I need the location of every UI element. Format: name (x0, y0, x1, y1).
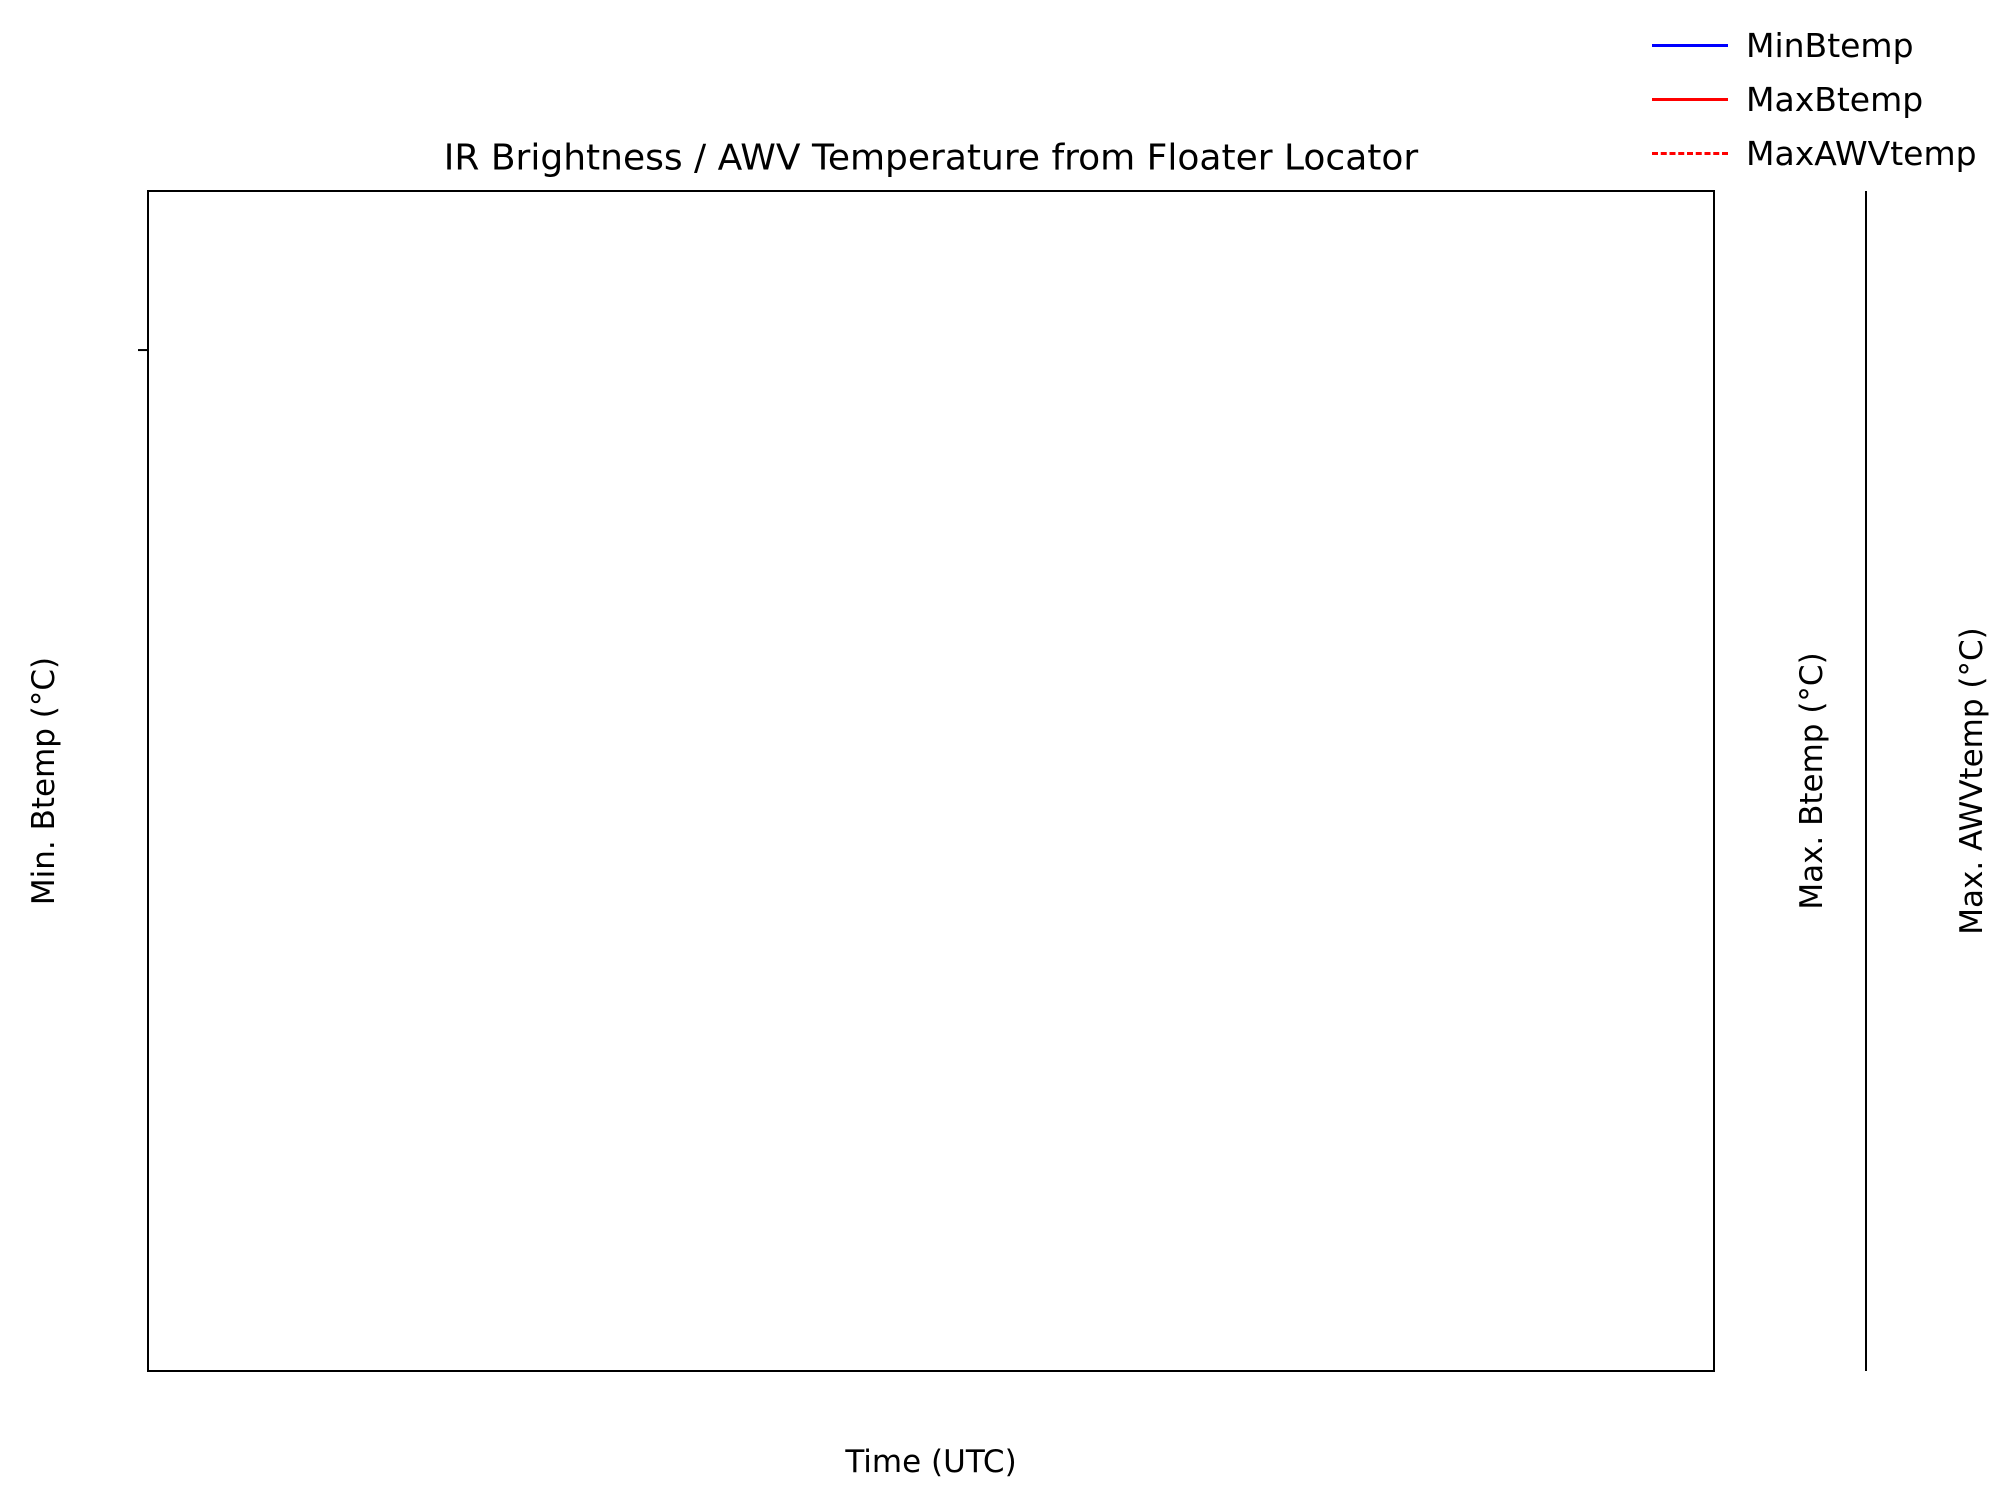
chart-title: IR Brightness / AWV Temperature from Flo… (443, 137, 1419, 179)
y-axis-label-left: Min. Btemp (°C) (26, 656, 62, 906)
maxawvtemp-line-swatch (1652, 152, 1728, 155)
plot-border (147, 190, 1715, 1372)
legend-item-minbtemp: MinBtemp (1652, 26, 1977, 65)
y-axis-label-right: Max. Btemp (°C) (1794, 652, 1830, 910)
legend-item-maxbtemp: MaxBtemp (1652, 80, 1977, 119)
x-axis-label: Time (UTC) (845, 1444, 1017, 1480)
legend-label-maxawvtemp: MaxAWVtemp (1746, 134, 1977, 173)
legend-label-minbtemp: MinBtemp (1746, 26, 1914, 65)
minbtemp-line-swatch (1652, 44, 1728, 47)
legend: MinBtemp MaxBtemp MaxAWVtemp (1652, 26, 1977, 173)
legend-label-maxbtemp: MaxBtemp (1746, 80, 1924, 119)
y-axis-label-right2: Max. AWVtemp (°C) (1954, 627, 1990, 935)
legend-item-maxawvtemp: MaxAWVtemp (1652, 134, 1977, 173)
maxbtemp-line-swatch (1652, 98, 1728, 101)
